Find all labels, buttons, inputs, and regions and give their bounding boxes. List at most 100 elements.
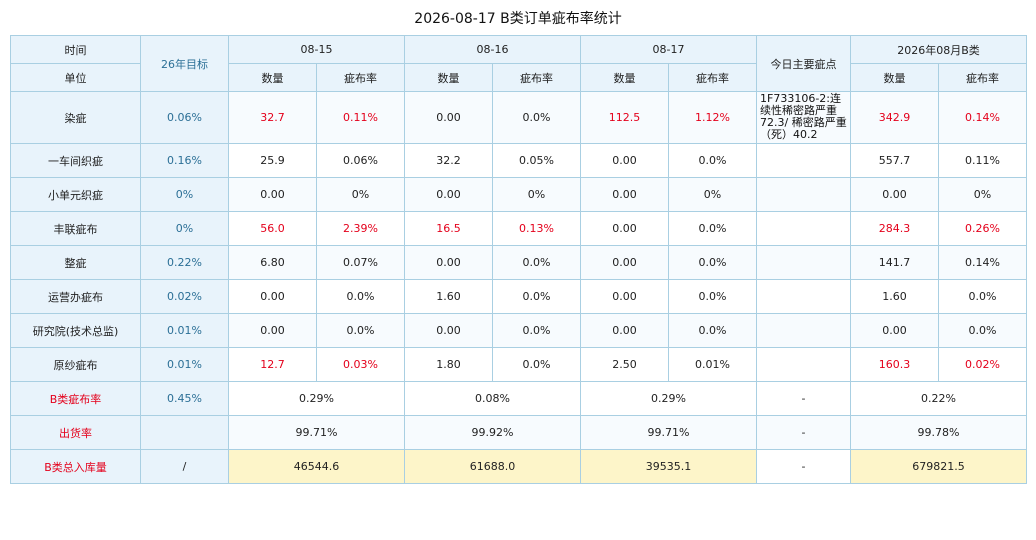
cell-rate: 0% <box>937 177 1028 212</box>
summary-value: 46544.6 <box>228 449 405 484</box>
summary-label: B类疵布率 <box>10 381 141 416</box>
rate-header: 疵布率 <box>937 63 1028 92</box>
row-unit: 整疵 <box>10 245 141 280</box>
time-header: 时间 <box>10 35 141 64</box>
qty-header: 数量 <box>228 63 317 92</box>
summary-month: 99.78% <box>849 415 1028 450</box>
summary-value: 99.71% <box>580 415 757 450</box>
summary-value: 0.29% <box>580 381 757 416</box>
cell-rate: 0.0% <box>668 245 757 280</box>
cell-rate: 0.14% <box>937 245 1028 280</box>
cell-rate: 0% <box>668 177 757 212</box>
cell-qty: 56.0 <box>228 211 317 246</box>
row-target: 0% <box>140 211 229 246</box>
cell-rate: 0.0% <box>668 211 757 246</box>
cell-qty: 2.50 <box>580 347 669 382</box>
cell-rate: 0.01% <box>668 347 757 382</box>
rate-header: 疵布率 <box>492 63 581 92</box>
date-header-1: 08-15 <box>228 35 405 64</box>
summary-value: 99.92% <box>404 415 581 450</box>
cell-rate: 0.0% <box>492 91 581 144</box>
cell-qty: 0.00 <box>404 177 493 212</box>
cell-rate: 0.26% <box>937 211 1028 246</box>
cell-rate: 2.39% <box>316 211 405 246</box>
cell-rate: 0.0% <box>492 347 581 382</box>
cell-qty: 0.00 <box>580 143 669 178</box>
qty-header: 数量 <box>404 63 493 92</box>
table-row: 丰联疵布 0% 56.0 2.39% 16.5 0.13% 0.00 0.0% … <box>10 211 1028 246</box>
cell-qty: 0.00 <box>228 279 317 314</box>
cell-qty: 0.00 <box>228 177 317 212</box>
rate-header: 疵布率 <box>316 63 405 92</box>
row-unit: 一车间织疵 <box>10 143 141 178</box>
main-defect-note <box>756 313 851 348</box>
cell-qty: 16.5 <box>404 211 493 246</box>
row-target: 0.22% <box>140 245 229 280</box>
cell-rate: 0.0% <box>316 279 405 314</box>
cell-qty: 0.00 <box>404 91 493 144</box>
cell-qty: 0.00 <box>580 313 669 348</box>
date-header-3: 08-17 <box>580 35 757 64</box>
defect-rate-table: 时间 26年目标 08-15 08-16 08-17 今日主要疵点 2026年0… <box>10 35 1028 484</box>
cell-qty: 557.7 <box>850 143 939 178</box>
row-target: 0.02% <box>140 279 229 314</box>
table-row: 染疵 0.06% 32.7 0.11% 0.00 0.0% 112.5 1.12… <box>10 91 1028 144</box>
summary-defect: - <box>756 381 851 416</box>
cell-rate: 0.05% <box>492 143 581 178</box>
table-row: 一车间织疵 0.16% 25.9 0.06% 32.2 0.05% 0.00 0… <box>10 143 1028 178</box>
main-defect-note <box>756 211 851 246</box>
cell-qty: 0.00 <box>850 177 939 212</box>
qty-header: 数量 <box>850 63 939 92</box>
cell-qty: 0.00 <box>580 177 669 212</box>
rate-header: 疵布率 <box>668 63 757 92</box>
cell-qty: 25.9 <box>228 143 317 178</box>
report-title: 2026-08-17 B类订单疵布率统计 <box>414 11 622 27</box>
summary-month: 0.22% <box>849 381 1028 416</box>
main-defect-note <box>756 347 851 382</box>
main-defect-note <box>756 279 851 314</box>
month-header: 2026年08月B类 <box>849 35 1028 64</box>
cell-rate: 0.0% <box>937 279 1028 314</box>
cell-qty: 0.00 <box>850 313 939 348</box>
cell-rate: 0.11% <box>316 91 405 144</box>
cell-rate: 0.0% <box>937 313 1028 348</box>
cell-rate: 0.0% <box>668 143 757 178</box>
row-unit: 小单元织疵 <box>10 177 141 212</box>
cell-qty: 342.9 <box>850 91 939 144</box>
cell-rate: 0% <box>492 177 581 212</box>
main-defect-note <box>756 177 851 212</box>
cell-rate: 0.06% <box>316 143 405 178</box>
cell-qty: 284.3 <box>850 211 939 246</box>
cell-qty: 1.60 <box>850 279 939 314</box>
table-row: 运营办疵布 0.02% 0.00 0.0% 1.60 0.0% 0.00 0.0… <box>10 279 1028 314</box>
summary-row-shipping-rate: 出货率 99.71% 99.92% 99.71% - 99.78% <box>10 415 1028 450</box>
cell-qty: 0.00 <box>580 279 669 314</box>
row-target: 0% <box>140 177 229 212</box>
cell-qty: 32.2 <box>404 143 493 178</box>
cell-rate: 0.0% <box>492 279 581 314</box>
row-target: 0.16% <box>140 143 229 178</box>
cell-qty: 32.7 <box>228 91 317 144</box>
main-defect-note <box>756 245 851 280</box>
summary-label: 出货率 <box>10 415 141 450</box>
cell-rate: 1.12% <box>668 91 757 144</box>
main-defect-note: 1F733106-2:连续性稀密路严重72.3/ 稀密路严重（死）40.2 <box>756 91 851 144</box>
summary-value: 61688.0 <box>404 449 581 484</box>
cell-qty: 0.00 <box>404 245 493 280</box>
cell-qty: 0.00 <box>580 211 669 246</box>
summary-value: 39535.1 <box>580 449 757 484</box>
unit-header: 单位 <box>10 63 141 92</box>
cell-rate: 0.02% <box>937 347 1028 382</box>
cell-rate: 0.13% <box>492 211 581 246</box>
row-unit: 原纱疵布 <box>10 347 141 382</box>
row-unit: 运营办疵布 <box>10 279 141 314</box>
summary-month: 679821.5 <box>849 449 1028 484</box>
table-row: 整疵 0.22% 6.80 0.07% 0.00 0.0% 0.00 0.0% … <box>10 245 1028 280</box>
summary-target: 0.45% <box>140 381 229 416</box>
summary-row-defect-rate: B类疵布率 0.45% 0.29% 0.08% 0.29% - 0.22% <box>10 381 1028 416</box>
cell-qty: 1.60 <box>404 279 493 314</box>
summary-defect: - <box>756 449 851 484</box>
summary-target <box>140 415 229 450</box>
main-defect-note <box>756 143 851 178</box>
cell-rate: 0.0% <box>316 313 405 348</box>
